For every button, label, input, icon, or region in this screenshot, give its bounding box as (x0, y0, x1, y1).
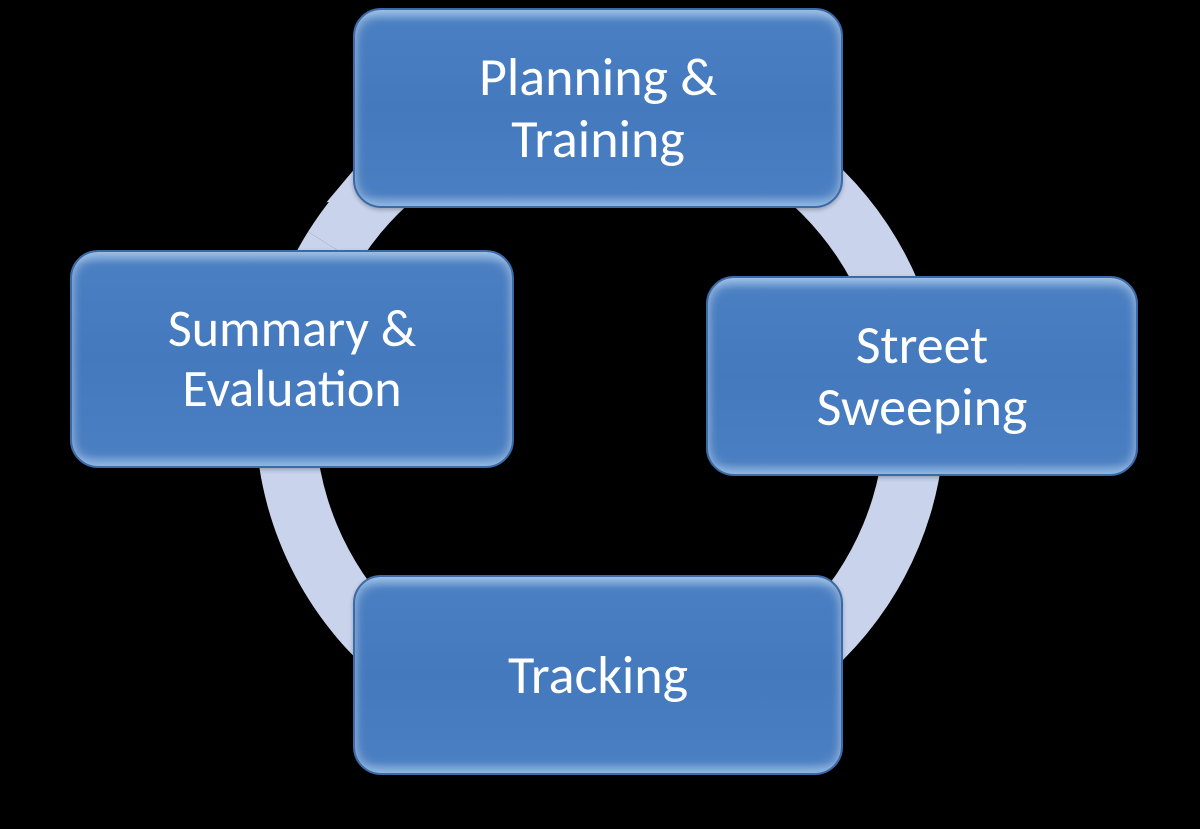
node-tracking: Tracking (353, 575, 843, 775)
node-label: Street Sweeping (817, 314, 1028, 438)
node-summary-evaluation: Summary & Evaluation (70, 250, 514, 468)
node-label: Tracking (508, 644, 688, 706)
node-label: Summary & Evaluation (168, 299, 416, 419)
cycle-diagram: Planning & Training Street Sweeping Trac… (0, 0, 1200, 829)
node-street-sweeping: Street Sweeping (706, 276, 1138, 476)
node-planning-training: Planning & Training (353, 8, 843, 208)
node-label: Planning & Training (479, 46, 717, 170)
